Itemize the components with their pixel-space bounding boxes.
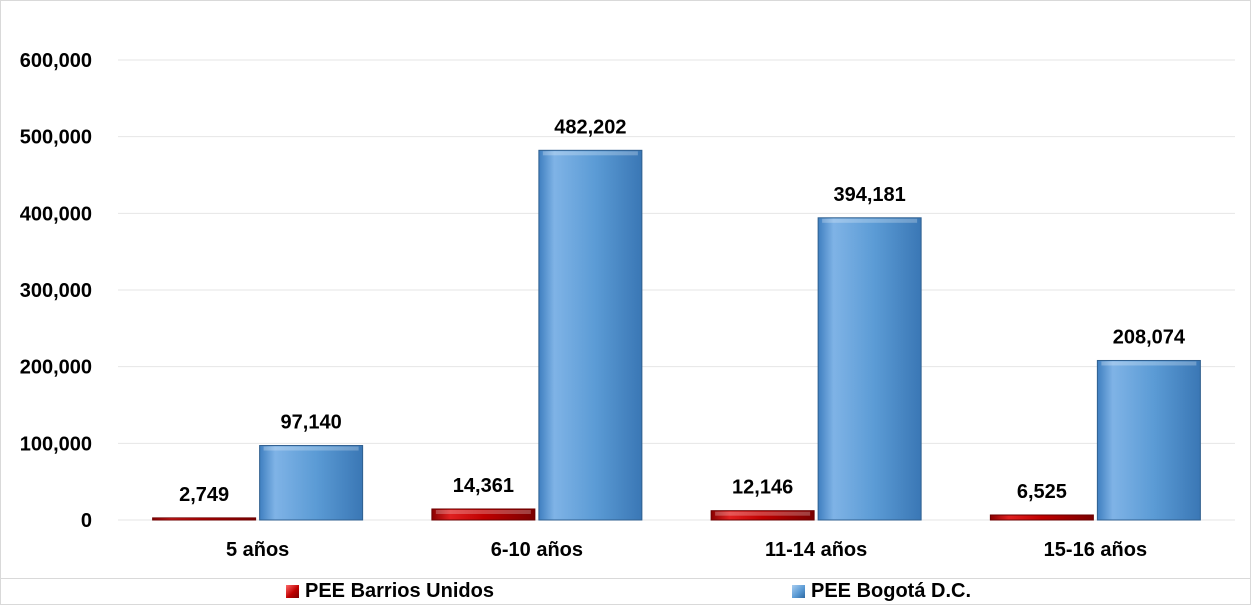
bar-bevel (263, 446, 359, 451)
bar-bevel (1101, 361, 1197, 366)
legend-divider (0, 578, 1251, 579)
legend-item-bogota: PEE Bogotá D.C. (792, 580, 971, 603)
bars (152, 149, 1201, 521)
y-tick-label: 0 (81, 510, 92, 532)
y-tick-label: 600,000 (20, 50, 92, 72)
data-label: 208,074 (1113, 326, 1186, 348)
bar-barrios-unidos (989, 514, 1094, 521)
x-tick-label: 11-14 años (765, 539, 867, 561)
x-tick-label: 6-10 años (491, 539, 583, 561)
data-label: 6,525 (1017, 481, 1067, 503)
legend-label-barrios-unidos: PEE Barrios Unidos (305, 580, 494, 602)
bar-bogota (817, 217, 922, 521)
data-label: 97,140 (281, 412, 342, 434)
data-label: 394,181 (833, 184, 905, 206)
x-axis: 5 años 6-10 años 11-14 años 15-16 años (226, 539, 1147, 561)
bar-barrios-unidos (431, 508, 536, 521)
legend: PEE Barrios Unidos PEE Bogotá D.C. (0, 578, 1251, 604)
legend-swatch-barrios-unidos (286, 585, 299, 598)
bar-bogota (538, 149, 643, 521)
y-tick-label: 400,000 (20, 203, 92, 225)
y-axis: 0 100,000 200,000 300,000 400,000 500,000 600,… (20, 50, 92, 532)
bar-barrios-unidos (710, 510, 815, 521)
legend-label-bogota: PEE Bogotá D.C. (811, 580, 972, 602)
x-tick-label: 15-16 años (1044, 539, 1147, 561)
data-label: 2,749 (179, 484, 229, 506)
bar-bevel (435, 509, 531, 514)
bar-bevel (822, 218, 918, 223)
y-tick-label: 200,000 (20, 357, 92, 379)
data-label: 14,361 (453, 475, 514, 497)
bar-barrios-unidos (152, 517, 257, 521)
y-tick-label: 100,000 (20, 433, 92, 455)
legend-swatch-bogota (792, 585, 805, 598)
bar-bogota (1096, 359, 1201, 521)
legend-item-barrios-unidos: PEE Barrios Unidos (286, 580, 494, 603)
data-label: 12,146 (732, 477, 793, 499)
data-label: 482,202 (554, 116, 626, 138)
y-tick-label: 500,000 (20, 127, 92, 149)
value-labels: 2,749 97,140 14,361 482,202 12,146 394,181 6,5… (179, 116, 1186, 506)
y-tick-label: 300,000 (20, 280, 92, 302)
bar-bevel (715, 511, 811, 516)
x-tick-label: 5 años (226, 539, 289, 561)
bar-bevel (542, 151, 638, 156)
bar-bogota (259, 445, 364, 521)
